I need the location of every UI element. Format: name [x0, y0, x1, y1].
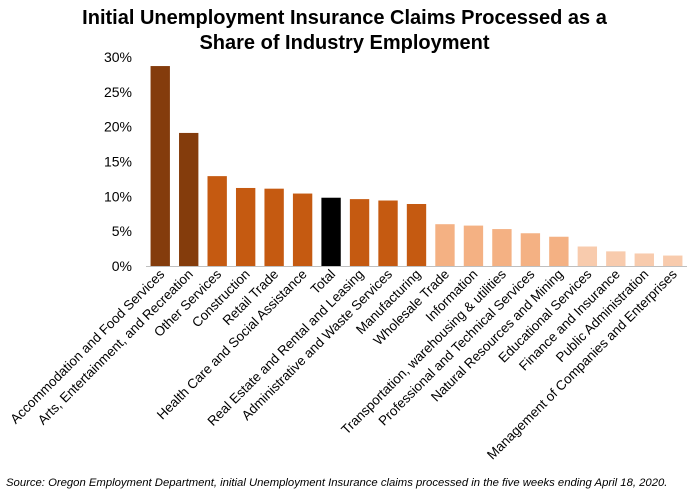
bar — [207, 176, 227, 266]
bar — [292, 193, 313, 266]
bar — [549, 236, 569, 266]
bars — [150, 66, 683, 266]
source-note: Source: Oregon Employment Department, in… — [6, 477, 668, 489]
bar — [264, 188, 284, 266]
chart-title-line-2: Share of Industry Employment — [199, 32, 490, 54]
y-tick-label: 15% — [104, 154, 132, 170]
bar — [435, 224, 455, 266]
bar — [349, 199, 370, 266]
y-tick-label: 20% — [104, 119, 132, 135]
bar — [406, 203, 427, 266]
y-axis: 0% 5% 10% 15% 20% 25% 30% — [104, 49, 132, 274]
bar — [150, 66, 170, 266]
bar — [321, 197, 341, 266]
y-tick-label: 10% — [104, 188, 132, 204]
bar — [663, 255, 683, 266]
y-tick-label: 5% — [112, 223, 132, 239]
bar — [634, 253, 654, 266]
chart-title: Initial Unemployment Insurance Claims Pr… — [0, 6, 689, 56]
y-tick-label: 30% — [104, 49, 132, 65]
bar — [235, 187, 256, 266]
bar — [463, 225, 484, 266]
bar — [378, 200, 398, 266]
y-tick-label: 25% — [104, 84, 132, 100]
y-tick-label: 0% — [112, 258, 132, 274]
bar — [520, 233, 541, 266]
bar — [179, 132, 199, 266]
bar — [606, 251, 626, 266]
bar — [577, 246, 598, 266]
bar — [492, 229, 512, 266]
chart-title-line-1: Initial Unemployment Insurance Claims Pr… — [82, 7, 607, 29]
x-tick-label: Accommodation and Food Services — [7, 266, 167, 426]
